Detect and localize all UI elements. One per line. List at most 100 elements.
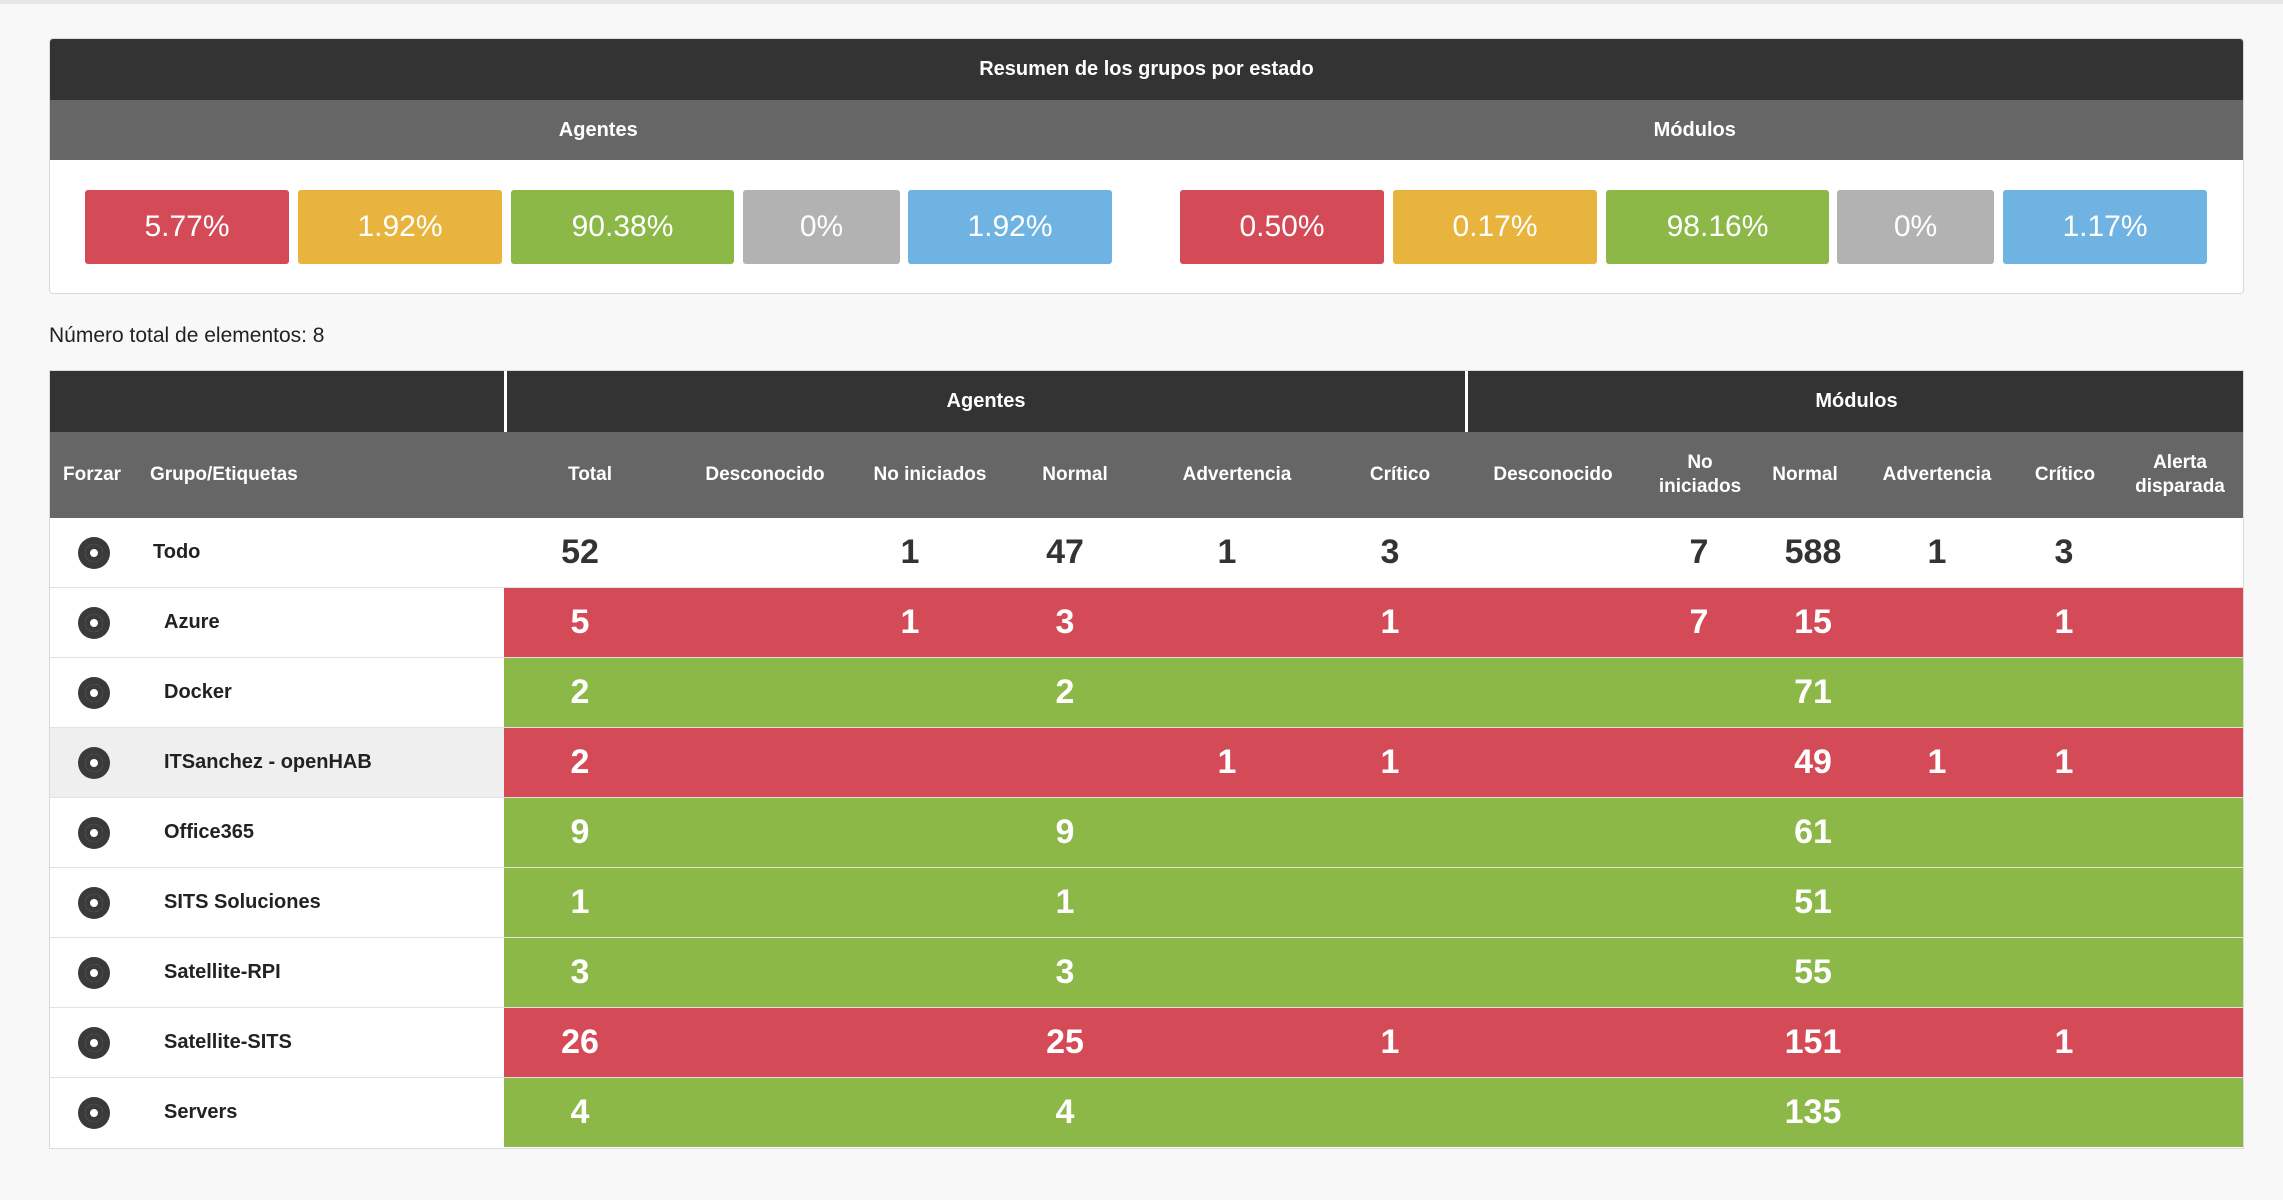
- section-divider: [1465, 371, 1468, 432]
- cell-m-warning: [1877, 1078, 1997, 1147]
- cell-m-noinit: [1639, 798, 1759, 867]
- group-name[interactable]: Satellite-SITS: [164, 1031, 292, 1053]
- cell-a-critical: [1330, 1078, 1450, 1147]
- cell-m-critical: [2004, 1078, 2124, 1147]
- cell-a-unknown: [685, 518, 805, 587]
- cell-m-warning: [1877, 798, 1997, 867]
- cell-m-warning: 1: [1927, 533, 1947, 571]
- cell-m-unknown: [1493, 938, 1613, 1007]
- cell-a-total: 1: [570, 883, 590, 921]
- cell-a-noinit: [850, 728, 970, 797]
- cell-a-critical: 3: [1380, 533, 1400, 571]
- group-name[interactable]: SITS Soluciones: [164, 891, 321, 913]
- cell-a-unknown: [685, 1008, 805, 1077]
- cell-m-unknown: [1493, 798, 1613, 867]
- cell-m-critical: 1: [2054, 603, 2074, 641]
- cell-m-alert: [2123, 728, 2243, 797]
- section-agents: Agentes: [946, 390, 1026, 412]
- cell-m-noinit: [1639, 728, 1759, 797]
- group-name[interactable]: Satellite-RPI: [164, 961, 281, 983]
- group-status-summary: Resumen de los grupos por estado Agentes…: [49, 38, 2244, 294]
- cell-m-critical: 1: [2054, 1023, 2074, 1061]
- cell-m-warning: [1877, 588, 1997, 657]
- row-lead-cell: [50, 518, 504, 587]
- group-name[interactable]: Servers: [164, 1101, 238, 1123]
- col-modules-critical: Crítico: [2034, 464, 2096, 485]
- row-lead-cell: [50, 938, 504, 1007]
- row-lead-cell: [50, 728, 504, 797]
- cell-m-critical: [2004, 798, 2124, 867]
- col-grupo: Grupo/Etiquetas: [150, 464, 298, 485]
- cell-a-critical: 1: [1380, 1023, 1400, 1061]
- cell-m-noinit: [1639, 658, 1759, 727]
- cell-m-noinit: [1639, 1008, 1759, 1077]
- cell-a-critical: [1330, 868, 1450, 937]
- force-radio-icon[interactable]: [78, 957, 110, 989]
- cell-m-unknown: [1493, 518, 1613, 587]
- cell-a-unknown: [685, 1078, 805, 1147]
- modules-critical-percent: 0.50%: [1180, 190, 1384, 264]
- force-radio-icon[interactable]: [78, 887, 110, 919]
- cell-a-normal: 2: [1055, 673, 1075, 711]
- group-name[interactable]: Todo: [153, 541, 201, 563]
- group-name[interactable]: Azure: [164, 611, 220, 633]
- cell-m-alert: [2123, 1008, 2243, 1077]
- cell-a-normal: 47: [1046, 533, 1084, 571]
- cell-m-normal: 135: [1784, 1093, 1842, 1131]
- row-status-background: [504, 588, 2243, 657]
- row-status-background: [504, 798, 2243, 867]
- table-row[interactable]: Servers 4 4 135: [50, 1078, 2243, 1148]
- agents-normal-percent: 90.38%: [511, 190, 734, 264]
- row-status-background: [504, 728, 2243, 797]
- cell-m-warning: 1: [1927, 743, 1947, 781]
- table-row[interactable]: Azure 5 1 3 1 7 15 1: [50, 588, 2243, 658]
- group-name[interactable]: Docker: [164, 681, 232, 703]
- modules-notinit-percent: 0%: [1837, 190, 1994, 264]
- section-divider: [504, 371, 507, 432]
- table-row[interactable]: Docker 2 2 71: [50, 658, 2243, 728]
- top-border: [0, 0, 2283, 4]
- force-radio-icon[interactable]: [78, 817, 110, 849]
- cell-m-unknown: [1493, 1078, 1613, 1147]
- cell-m-critical: [2004, 868, 2124, 937]
- agents-warning-percent: 1.92%: [298, 190, 502, 264]
- cell-a-critical: 1: [1380, 743, 1400, 781]
- cell-a-total: 52: [561, 533, 599, 571]
- table-row[interactable]: Office365 9 9 61: [50, 798, 2243, 868]
- table-row[interactable]: Todo 52 1 47 1 3 7 588 1 3: [50, 518, 2243, 588]
- cell-a-noinit: [850, 868, 970, 937]
- force-radio-icon[interactable]: [78, 1027, 110, 1059]
- force-radio-icon[interactable]: [78, 1097, 110, 1129]
- cell-a-warning: [1167, 1078, 1287, 1147]
- cell-m-alert: [2123, 1078, 2243, 1147]
- force-radio-icon[interactable]: [78, 607, 110, 639]
- table-section-header: Agentes Módulos: [50, 371, 2243, 432]
- cell-a-noinit: [850, 1078, 970, 1147]
- table-row[interactable]: ITSanchez - openHAB 2 1 1 49 1 1: [50, 728, 2243, 798]
- cell-a-critical: [1330, 938, 1450, 1007]
- row-lead-cell: [50, 658, 504, 727]
- force-radio-icon[interactable]: [78, 537, 110, 569]
- table-row[interactable]: SITS Soluciones 1 1 51: [50, 868, 2243, 938]
- cell-a-normal: 9: [1055, 813, 1075, 851]
- cell-a-noinit: [850, 1008, 970, 1077]
- group-name[interactable]: Office365: [164, 821, 255, 843]
- agents-unknown-percent: 1.92%: [908, 190, 1112, 264]
- cell-a-unknown: [685, 588, 805, 657]
- cell-a-noinit: 1: [900, 533, 920, 571]
- table-column-header: Forzar Grupo/Etiquetas Total Desconocido…: [50, 432, 2243, 518]
- cell-a-critical: [1330, 658, 1450, 727]
- table-row[interactable]: Satellite-SITS 26 25 1 151 1: [50, 1008, 2243, 1078]
- cell-a-noinit: 1: [900, 603, 920, 641]
- cell-a-warning: 1: [1217, 533, 1237, 571]
- cell-m-normal: 588: [1784, 533, 1842, 571]
- group-name[interactable]: ITSanchez - openHAB: [164, 751, 372, 773]
- cell-a-warning: 1: [1217, 743, 1237, 781]
- table-row[interactable]: Satellite-RPI 3 3 55: [50, 938, 2243, 1008]
- group-status-table: Agentes Módulos Forzar Grupo/Etiquetas T…: [49, 370, 2244, 1149]
- section-modules: Módulos: [1815, 390, 1898, 412]
- cell-m-alert: [2123, 938, 2243, 1007]
- force-radio-icon[interactable]: [78, 677, 110, 709]
- force-radio-icon[interactable]: [78, 747, 110, 779]
- cell-m-critical: [2004, 658, 2124, 727]
